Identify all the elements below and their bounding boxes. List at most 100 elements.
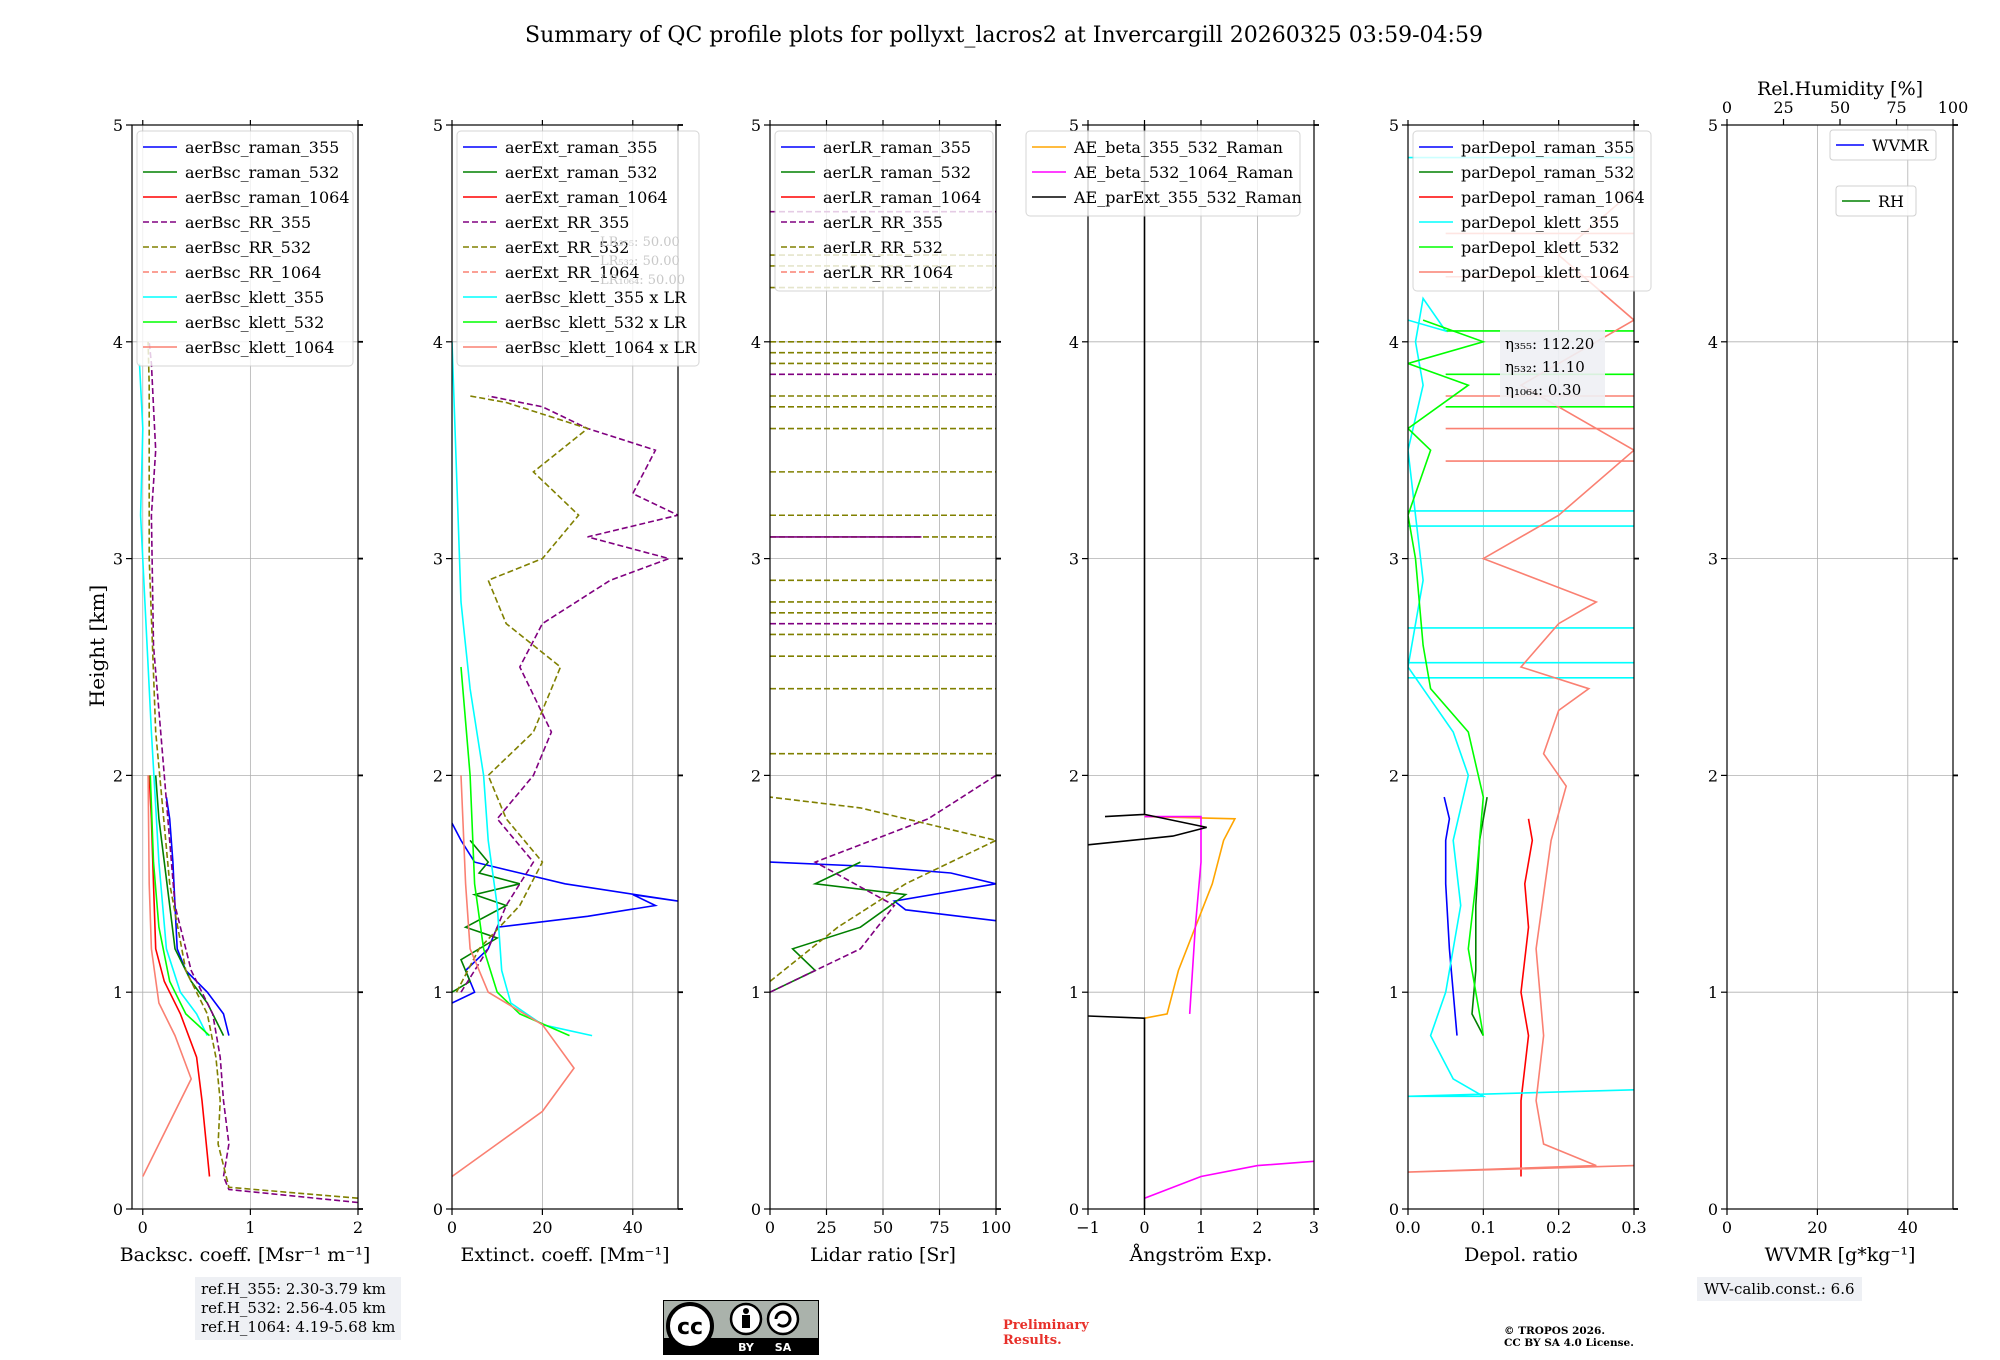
series-line-aerbsc-klett-355 [138, 363, 209, 1036]
legend-entry: aerLR_raman_1064 [823, 188, 981, 207]
series-line-aerbsc-klett-1064-x-lr [452, 775, 575, 1178]
axes-frame [131, 124, 359, 1210]
legend-frame [1412, 130, 1652, 292]
y-tick-label: 5 [433, 116, 443, 135]
y-tick-label: 0 [1389, 1200, 1399, 1219]
axes-frame [451, 124, 679, 1210]
figure-title: Summary of QC profile plots for pollyxt_… [525, 23, 1483, 48]
x-tick-label: 3 [1309, 1218, 1319, 1237]
x-tick-label: 0 [1722, 1218, 1732, 1237]
legend-entry: parDepol_raman_532 [1461, 163, 1634, 182]
legend-frame [456, 130, 700, 367]
ref-height-1064: ref.H_1064: 4.19-5.68 km [201, 1318, 396, 1336]
x-tick-label: 0 [765, 1218, 775, 1237]
wv-calib-box: WV-calib.const.: 6.6 [1697, 1277, 1862, 1301]
legend: AE_beta_355_532_Raman AE_beta_532_1064_Ra… [1025, 130, 1302, 217]
y-axis-label: Height [km] [85, 585, 109, 707]
legend-entry: aerBsc_klett_1064 x LR [505, 338, 697, 357]
series-line-aerbsc-raman-355 [165, 796, 230, 1036]
legend-entry: aerLR_RR_355 [823, 213, 943, 232]
series-group [1088, 125, 1314, 1209]
y-tick-label: 1 [1389, 983, 1399, 1002]
series-line-pardepol-klett-532 [1408, 319, 1486, 1036]
y-tick-label: 1 [751, 983, 761, 1002]
y-tick-label: 4 [1708, 333, 1718, 352]
y-tick-label: 0 [113, 1200, 123, 1219]
y-tick-label: 5 [113, 116, 123, 135]
legend-entry: parDepol_klett_355 [1461, 213, 1619, 232]
series-group [770, 210, 996, 993]
series-line-pardepol-raman-355 [1443, 796, 1458, 1036]
legend: WVMR RH [1829, 129, 1937, 217]
preliminary-line-1: Preliminary [1003, 1318, 1089, 1333]
series-line-aerbsc-klett-1064 [142, 775, 193, 1177]
series-line-aerbsc-klett-355-x-lr [452, 341, 593, 1037]
legend-entry: aerBsc_klett_532 [185, 313, 324, 332]
series-line-aerbsc-rr-355 [148, 341, 358, 1204]
ref-height-355: ref.H_355: 2.30-3.79 km [201, 1280, 386, 1298]
top-x-tick-label: 0 [1722, 98, 1732, 117]
series-line-aerlr-rr-355 [770, 774, 996, 993]
legend-entry: parDepol_raman_1064 [1461, 188, 1645, 207]
legend-entry: aerBsc_klett_355 [185, 288, 324, 307]
y-tick-label: 3 [751, 550, 761, 569]
eta-box: η₃₅₅: 112.20 η₅₃₂: 11.10 η₁₀₆₄: 0.30 [1500, 330, 1605, 406]
series-line-ae-beta-355-532-raman [1144, 815, 1237, 1019]
x-axis-label: Depol. ratio [1464, 1244, 1578, 1266]
legend-entry: aerExt_raman_1064 [505, 188, 668, 207]
legend-entry: AE_parExt_355_532_Raman [1073, 188, 1302, 207]
series-line-aerbsc-raman-532 [154, 775, 225, 1036]
legend-entry: aerLR_raman_355 [823, 138, 971, 157]
top-x-tick-label: 100 [1938, 98, 1969, 117]
y-tick-label: 0 [751, 1200, 761, 1219]
legend-entry: aerBsc_raman_355 [185, 138, 339, 157]
x-axis-label: Extinct. coeff. [Mm⁻¹] [460, 1244, 669, 1266]
legend-entry: aerLR_RR_1064 [823, 263, 953, 282]
legend-entry: aerBsc_RR_355 [185, 213, 311, 232]
series-line-ae-beta-532-1064-raman [1144, 1160, 1314, 1199]
series-line-aerbsc-rr-532 [147, 341, 358, 1199]
legend-entry: aerExt_RR_532 [505, 238, 629, 257]
legend: aerLR_raman_355 aerLR_raman_532 aerLR_rama… [774, 130, 994, 292]
cc-sa-label: SA [775, 1341, 792, 1354]
y-tick-label: 2 [1069, 766, 1079, 785]
y-tick-label: 5 [751, 116, 761, 135]
legend-entry: AE_beta_355_532_Raman [1073, 138, 1283, 157]
x-tick-label: 1 [245, 1218, 255, 1237]
legend-frame [774, 130, 994, 292]
lr-annotation: LR₃₅₅: 50.00 [600, 235, 680, 250]
y-tick-label: 2 [1708, 766, 1718, 785]
legend-entry: RH [1878, 192, 1904, 211]
series-line-aerext-rr-532 [455, 395, 590, 993]
x-tick-label: 0.1 [1471, 1218, 1496, 1237]
legend-entry: aerLR_RR_532 [823, 238, 943, 257]
series-line-pardepol-klett-1064 [1408, 189, 1634, 1173]
legend-entry: WVMR [1872, 136, 1929, 155]
legend-entry: aerBsc_klett_1064 [185, 338, 334, 357]
series-line-aerbsc-klett-532-x-lr [460, 666, 570, 1037]
x-tick-label: 40 [623, 1218, 643, 1237]
legend-frame [136, 130, 354, 367]
y-tick-label: 5 [1069, 116, 1079, 135]
axes-frame [1726, 124, 1954, 1210]
reference-heights-box: ref.H_355: 2.30-3.79 km ref.H_532: 2.56-… [195, 1277, 402, 1340]
eta-532: η₅₃₂: 11.10 [1505, 358, 1585, 376]
x-tick-label: 100 [981, 1218, 1012, 1237]
x-tick-label: 0 [447, 1218, 457, 1237]
legend-frame [1835, 185, 1917, 217]
lr-annotation: LR₅₃₂: 50.00 [600, 254, 680, 269]
series-line-aerlr-rr-532 [770, 796, 996, 983]
x-axis-label: Backsc. coeff. [Msr⁻¹ m⁻¹] [120, 1244, 371, 1266]
x-axis-label: WVMR [g*kg⁻¹] [1765, 1244, 1916, 1266]
y-tick-label: 4 [751, 333, 761, 352]
y-tick-label: 3 [1069, 550, 1079, 569]
series-line-aerbsc-klett-532 [149, 775, 211, 1037]
legend-entry: aerExt_raman_355 [505, 138, 658, 157]
legend-entry: aerBsc_raman_532 [185, 163, 339, 182]
legend-entry: aerBsc_klett_532 x LR [505, 313, 687, 332]
series-group [452, 341, 678, 1178]
eta-355: η₃₅₅: 112.20 [1505, 335, 1594, 353]
y-tick-label: 1 [1069, 983, 1079, 1002]
series-group [138, 341, 358, 1204]
